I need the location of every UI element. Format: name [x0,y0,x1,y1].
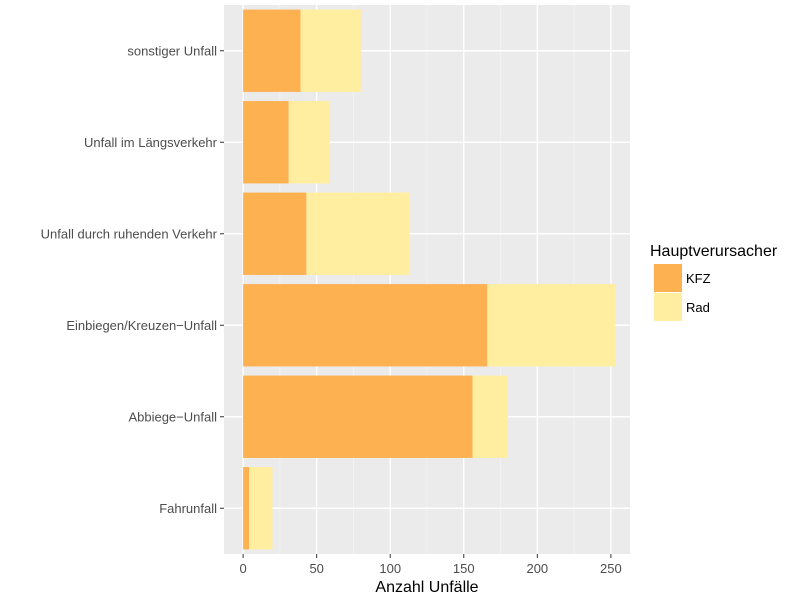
x-tick-label: 250 [600,561,622,576]
bar-rad-1 [472,375,508,458]
y-tick-label: Unfall durch ruhenden Verkehr [41,226,218,241]
bar-rad-5 [300,9,361,92]
bar-kfz-1 [243,375,473,458]
y-axis: Fahrunfall Abbiege−Unfall Einbiegen/Kreuze… [41,43,224,516]
legend-swatch-rad [654,293,682,321]
y-tick-label: Abbiege−Unfall [128,409,217,424]
legend-label-kfz: KFZ [686,271,711,286]
y-tick-label: Fahrunfall [159,501,217,516]
legend-label-rad: Rad [686,300,710,315]
bar-rad-4 [288,101,330,184]
x-tick-label: 150 [453,561,475,576]
bar-kfz-0 [243,467,250,550]
y-tick-label: Einbiegen/Kreuzen−Unfall [66,318,217,333]
x-tick-label: 200 [526,561,548,576]
bar-rad-2 [487,284,616,367]
bar-kfz-5 [243,9,301,92]
legend: Hauptverursacher KFZ Rad [650,243,778,321]
legend-swatch-kfz [654,264,682,292]
bar-rad-3 [306,192,410,275]
bar-kfz-3 [243,192,307,275]
minor-gridlines [279,5,575,554]
x-tick-label: 50 [309,561,323,576]
bar-kfz-4 [243,101,289,184]
x-axis-title: Anzahl Unfälle [375,579,478,596]
x-tick-label: 0 [240,561,247,576]
bar-rad-0 [249,467,273,550]
legend-title: Hauptverursacher [650,243,778,260]
bars [243,9,616,550]
x-tick-label: 100 [379,561,401,576]
y-tick-label: Unfall im Längsverkehr [84,135,218,150]
y-tick-label: sonstiger Unfall [127,43,217,58]
bar-kfz-2 [243,284,488,367]
x-axis: 0 50 100 150 200 250 [240,554,622,576]
